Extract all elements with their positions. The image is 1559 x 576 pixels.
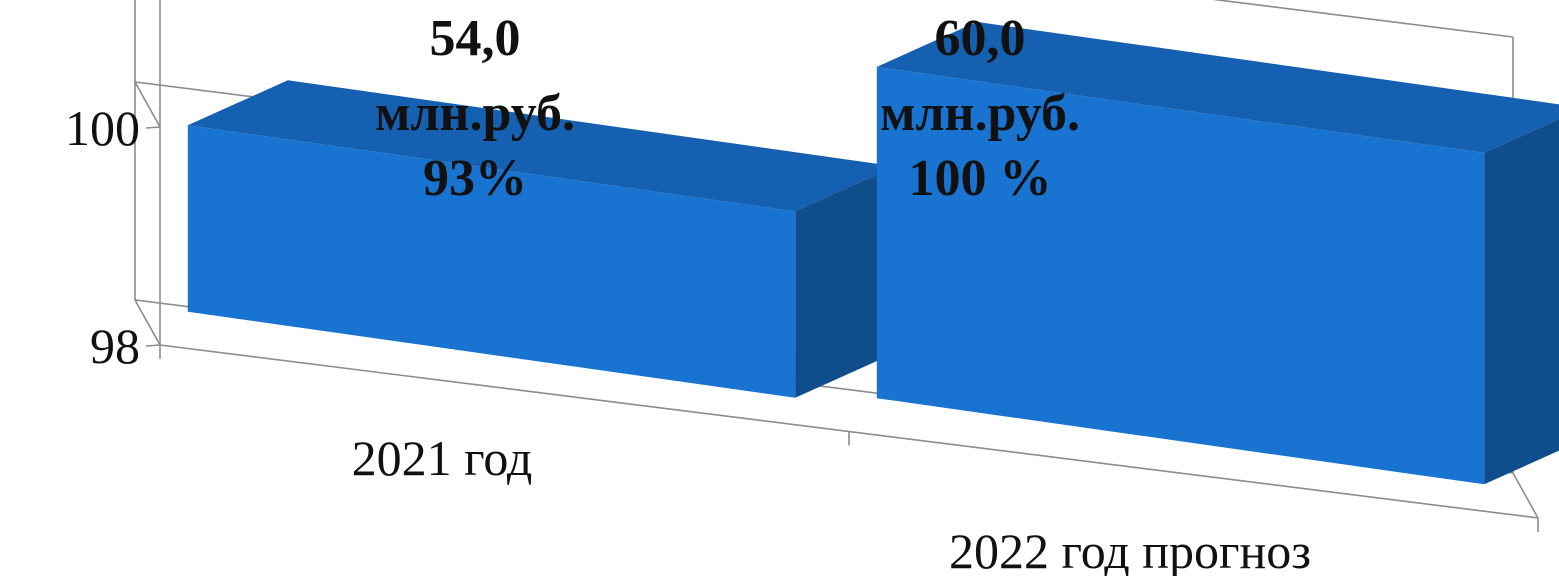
floor-right-edge bbox=[1512, 472, 1539, 519]
y-tick-label: 100 bbox=[65, 100, 140, 156]
data-label: 100 % bbox=[909, 150, 1052, 207]
bars bbox=[187, 21, 1559, 485]
data-label: млн.руб. bbox=[880, 85, 1080, 142]
bar bbox=[876, 21, 1559, 485]
y-tick-label: 98 bbox=[90, 318, 140, 374]
y-tick bbox=[145, 344, 161, 347]
bar-side bbox=[1484, 119, 1559, 485]
bar-top bbox=[187, 80, 896, 212]
data-label: 93% bbox=[423, 150, 527, 207]
data-label: 60,0 bbox=[935, 10, 1026, 67]
bar-front bbox=[876, 66, 1485, 485]
bar-front bbox=[187, 125, 796, 398]
data-label: млн.руб. bbox=[375, 85, 575, 142]
gridline bbox=[1211, 0, 1514, 38]
data-label: 54,0 bbox=[430, 10, 521, 67]
x-tick-label: 2022 год прогноз bbox=[949, 523, 1311, 576]
bar bbox=[187, 80, 896, 398]
x-tick-label: 2021 год bbox=[352, 430, 533, 486]
y-tick bbox=[145, 126, 161, 129]
bar-top bbox=[876, 21, 1559, 153]
bar-side bbox=[795, 166, 896, 398]
